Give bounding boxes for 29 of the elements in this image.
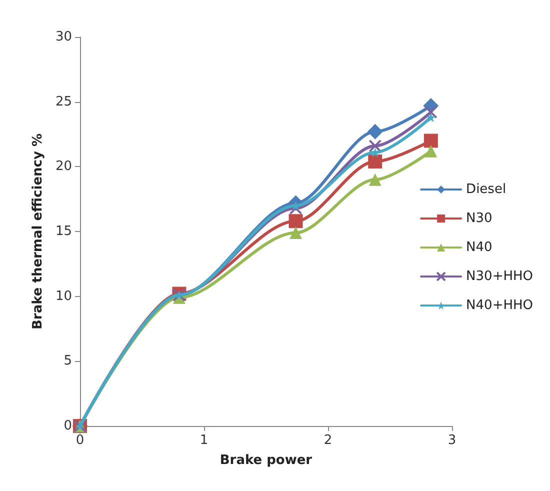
y-tick-label: 0 <box>64 418 72 434</box>
y-tick-label: 15 <box>55 224 72 239</box>
legend-label: Diesel <box>466 182 506 197</box>
point <box>424 144 438 158</box>
legend-label: N30+HHO <box>466 269 534 284</box>
y-tick-label: 25 <box>55 94 72 110</box>
legend-label: N40+HHO <box>466 298 534 313</box>
x-tick-label: 2 <box>324 433 332 448</box>
x-tick-label: 1 <box>200 433 208 448</box>
x-tick-label: 3 <box>448 433 456 448</box>
point <box>368 173 382 186</box>
point <box>289 202 302 215</box>
y-tick-label: 5 <box>64 354 72 369</box>
y-tick-label: 20 <box>55 159 72 174</box>
point <box>368 154 382 168</box>
point <box>290 226 302 240</box>
point <box>367 124 383 140</box>
point <box>424 134 438 148</box>
legend-label: N30 <box>466 211 492 226</box>
y-axis-title: Brake thermal efficiency % <box>30 133 46 330</box>
point <box>288 214 303 228</box>
point <box>368 139 382 152</box>
x-axis-title: Brake power <box>220 453 313 468</box>
x-tick-label: 0 <box>76 433 84 448</box>
legend-label: N40 <box>466 240 492 255</box>
y-tick-label: 30 <box>55 30 72 44</box>
point <box>426 112 436 122</box>
point <box>424 106 438 119</box>
y-tick-label: 10 <box>55 288 72 304</box>
